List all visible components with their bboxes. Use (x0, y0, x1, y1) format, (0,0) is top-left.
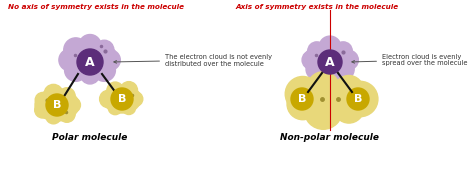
Circle shape (307, 72, 339, 104)
Circle shape (287, 88, 319, 120)
Circle shape (81, 65, 100, 84)
Text: A: A (85, 56, 95, 68)
Circle shape (347, 88, 369, 110)
Text: The electron cloud is not evenly
distributed over the molecule: The electron cloud is not evenly distrib… (114, 53, 272, 67)
Circle shape (100, 50, 120, 70)
Circle shape (93, 59, 115, 81)
Circle shape (64, 38, 88, 62)
Circle shape (343, 81, 378, 117)
Circle shape (35, 93, 50, 108)
Circle shape (319, 36, 341, 58)
Ellipse shape (304, 42, 356, 78)
Circle shape (44, 84, 63, 103)
Ellipse shape (35, 89, 79, 121)
Circle shape (128, 92, 143, 106)
Ellipse shape (103, 85, 141, 113)
Circle shape (100, 90, 117, 108)
Circle shape (334, 42, 352, 60)
Circle shape (111, 88, 133, 110)
Text: B: B (53, 100, 61, 110)
Text: B: B (354, 94, 362, 104)
Text: B: B (118, 94, 126, 104)
Circle shape (302, 51, 320, 69)
Text: Electron cloud is evenly
spread over the molecule: Electron cloud is evenly spread over the… (352, 53, 467, 67)
Circle shape (334, 93, 364, 123)
Text: Axis of symmetry exists in the molecule: Axis of symmetry exists in the molecule (235, 4, 398, 10)
Circle shape (46, 94, 68, 116)
Circle shape (95, 40, 114, 59)
Circle shape (291, 88, 313, 110)
Circle shape (79, 35, 101, 57)
Circle shape (108, 101, 122, 115)
Circle shape (318, 50, 342, 74)
Text: No axis of symmetry exists in the molecule: No axis of symmetry exists in the molecu… (8, 4, 184, 10)
Circle shape (59, 88, 75, 104)
Circle shape (59, 106, 75, 122)
Circle shape (304, 91, 342, 129)
Text: A: A (325, 56, 335, 68)
Circle shape (339, 50, 358, 70)
Circle shape (320, 63, 339, 82)
Circle shape (332, 58, 354, 80)
Circle shape (308, 42, 326, 60)
Ellipse shape (288, 83, 372, 115)
Circle shape (59, 49, 81, 71)
Circle shape (306, 58, 328, 80)
Ellipse shape (62, 40, 118, 80)
Circle shape (65, 97, 81, 113)
Circle shape (285, 77, 320, 111)
Circle shape (122, 101, 136, 115)
Circle shape (46, 109, 61, 124)
Text: Polar molecule: Polar molecule (52, 133, 128, 142)
Circle shape (107, 82, 123, 99)
Circle shape (35, 102, 51, 118)
Circle shape (64, 59, 87, 81)
Circle shape (120, 82, 137, 99)
Text: Non-polar molecule: Non-polar molecule (281, 133, 380, 142)
Circle shape (334, 76, 364, 105)
Text: B: B (298, 94, 306, 104)
Circle shape (77, 49, 103, 75)
